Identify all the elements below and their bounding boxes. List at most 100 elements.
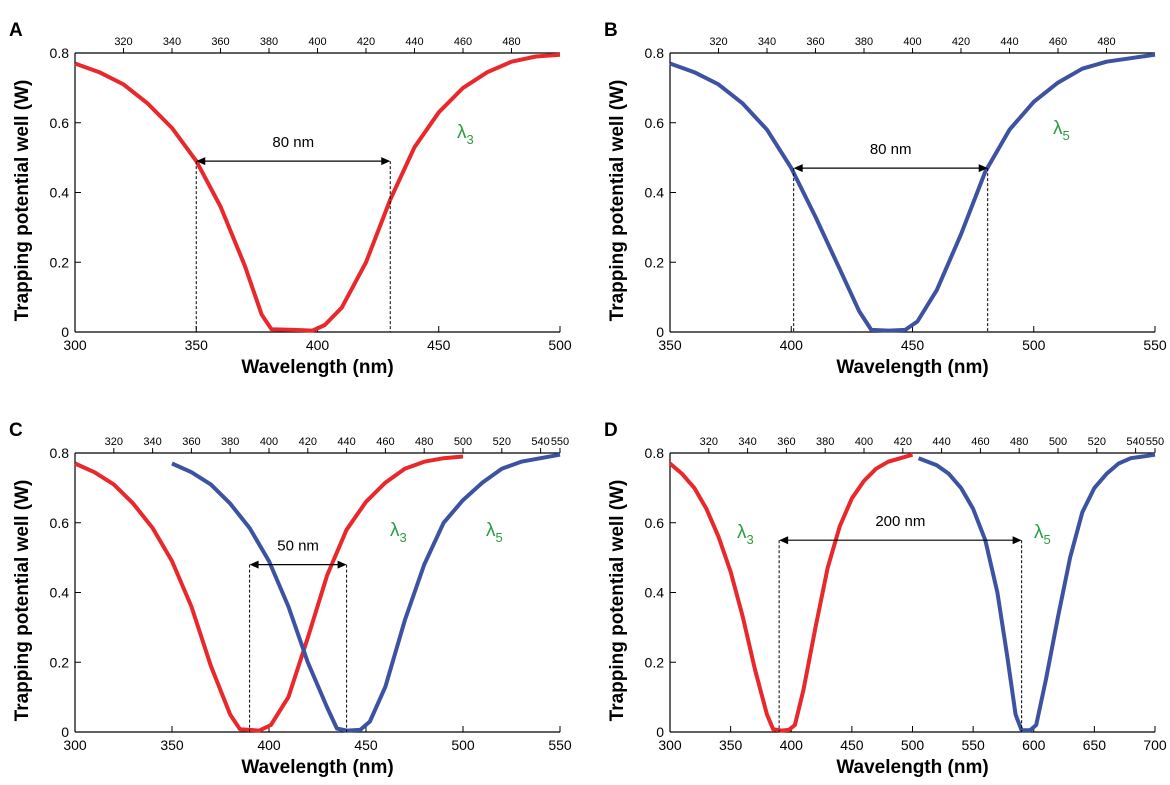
top-tick-label: 480 xyxy=(502,36,520,48)
top-tick-label: 420 xyxy=(952,36,970,48)
top-tick-label: 480 xyxy=(1010,436,1028,448)
arrow-head-left xyxy=(793,164,803,173)
y-tick-label: 0.8 xyxy=(645,445,665,461)
top-tick-label: 520 xyxy=(1088,436,1106,448)
panel-d: D 300 350 400 450 500 550 600 650 700 0 0.2 0.4 0.6 0.… xyxy=(604,420,1167,778)
x-tick-label: 350 xyxy=(160,737,184,753)
top-tick-label: 480 xyxy=(1097,36,1115,48)
y-tick-label: 0.6 xyxy=(645,515,665,531)
series-blue-line xyxy=(171,452,561,733)
x-tick-label: 300 xyxy=(658,737,682,753)
top-tick-label: 500 xyxy=(454,436,472,448)
panel-c: C 300 350 400 450 500 550 0 0.2 0.4 0.6 0.8 320 340 36… xyxy=(9,420,572,778)
top-tick-label: 380 xyxy=(260,36,278,48)
arrow-head-right xyxy=(337,560,347,569)
top-tick-label: 340 xyxy=(163,36,181,48)
top-tick-label: 540 xyxy=(1126,436,1144,448)
series-label-blue: λ5 xyxy=(1053,118,1070,143)
top-tick-label: 500 xyxy=(1049,436,1067,448)
y-tick-label: 0.6 xyxy=(50,515,70,531)
x-tick-label: 550 xyxy=(1143,337,1167,353)
top-tick-label: 360 xyxy=(182,436,200,448)
top-tick-label: 340 xyxy=(143,436,161,448)
x-tick-label: 450 xyxy=(427,337,451,353)
top-tick-label: 380 xyxy=(855,36,873,48)
series-label-red: λ3 xyxy=(390,520,407,545)
series-blue-line xyxy=(917,452,1156,733)
arrow-head-left xyxy=(249,560,259,569)
panel-letter: B xyxy=(604,20,618,41)
y-tick-label: 0.8 xyxy=(50,45,70,61)
top-tick-label: 440 xyxy=(1000,36,1018,48)
y-tick-label: 0.2 xyxy=(645,254,665,270)
x-tick-label: 300 xyxy=(63,337,87,353)
top-tick-label: 420 xyxy=(357,36,375,48)
arrow-head-right xyxy=(1012,536,1022,545)
series-red-line xyxy=(668,452,914,733)
y-axis-label: Trapping potential well (W) xyxy=(607,80,628,322)
x-tick-label: 450 xyxy=(840,737,864,753)
x-tick-label: 350 xyxy=(658,337,682,353)
x-tick-label: 500 xyxy=(901,737,925,753)
top-tick-label: 380 xyxy=(816,436,834,448)
x-tick-label: 500 xyxy=(1022,337,1046,353)
arrow-head-left xyxy=(779,536,789,545)
top-tick-label: 460 xyxy=(971,436,989,448)
top-tick-label: 460 xyxy=(376,436,394,448)
top-tick-label: 550 xyxy=(551,436,569,448)
panel-letter: D xyxy=(604,420,618,441)
y-axis-label: Trapping potential well (W) xyxy=(12,80,33,322)
series-label-blue: λ5 xyxy=(1034,522,1051,547)
top-tick-label: 480 xyxy=(415,436,433,448)
y-tick-label: 0 xyxy=(656,324,664,340)
series-label-red: λ3 xyxy=(737,522,754,547)
arrow-head-right xyxy=(978,164,988,173)
y-tick-label: 0.4 xyxy=(645,585,665,601)
top-tick-label: 340 xyxy=(758,36,776,48)
y-tick-label: 0.8 xyxy=(645,45,665,61)
y-tick-label: 0.4 xyxy=(50,585,70,601)
y-axis-label: Trapping potential well (W) xyxy=(607,480,628,722)
panel-letter: A xyxy=(9,20,23,41)
arrow-head-right xyxy=(381,157,391,166)
x-tick-label: 500 xyxy=(451,737,475,753)
width-annotation: 50 nm xyxy=(277,538,319,555)
y-tick-label: 0.2 xyxy=(645,654,665,670)
y-tick-label: 0 xyxy=(61,324,69,340)
x-axis-label: Wavelength (nm) xyxy=(241,757,393,778)
x-tick-label: 550 xyxy=(548,737,572,753)
top-tick-label: 400 xyxy=(308,36,326,48)
series-red-line xyxy=(74,52,561,333)
y-tick-label: 0.2 xyxy=(50,654,70,670)
top-tick-label: 340 xyxy=(738,436,756,448)
x-axis-label: Wavelength (nm) xyxy=(241,357,393,378)
top-tick-label: 440 xyxy=(932,436,950,448)
top-tick-label: 420 xyxy=(299,436,317,448)
panel-a: A 300 350 400 450 500 0 0.2 0.4 0.6 0.8 320 340 360 38… xyxy=(9,20,572,378)
panel-b: B 350 400 450 500 550 0 0.2 0.4 0.6 0.8 320 340 360 38… xyxy=(604,20,1167,378)
top-tick-label: 400 xyxy=(855,436,873,448)
x-tick-label: 700 xyxy=(1143,737,1167,753)
top-tick-label: 420 xyxy=(894,436,912,448)
top-tick-label: 360 xyxy=(777,436,795,448)
top-tick-label: 440 xyxy=(337,436,355,448)
width-annotation: 80 nm xyxy=(272,134,314,151)
y-tick-label: 0.4 xyxy=(645,185,665,201)
y-axis-label: Trapping potential well (W) xyxy=(12,480,33,722)
y-tick-label: 0 xyxy=(656,724,664,740)
width-annotation: 80 nm xyxy=(870,141,912,158)
x-tick-label: 650 xyxy=(1083,737,1107,753)
x-axis-label: Wavelength (nm) xyxy=(836,757,988,778)
y-tick-label: 0.2 xyxy=(50,254,70,270)
top-tick-label: 400 xyxy=(903,36,921,48)
x-tick-label: 350 xyxy=(185,337,209,353)
series-red-line xyxy=(74,454,464,733)
top-tick-label: 320 xyxy=(700,436,718,448)
y-tick-label: 0 xyxy=(61,724,69,740)
x-tick-label: 400 xyxy=(306,337,330,353)
top-tick-label: 360 xyxy=(806,36,824,48)
series-label-blue: λ5 xyxy=(486,520,503,545)
y-tick-label: 0.6 xyxy=(50,115,70,131)
top-tick-label: 520 xyxy=(493,436,511,448)
